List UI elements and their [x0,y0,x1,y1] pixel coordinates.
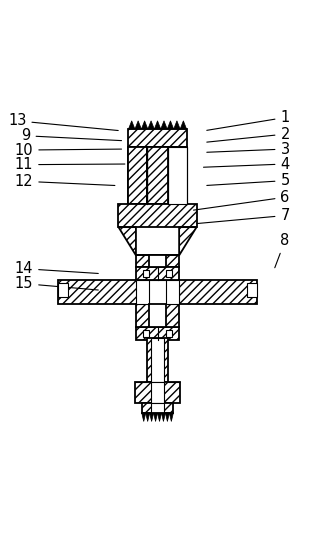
Polygon shape [119,227,136,255]
Bar [247,282,257,296]
Bar [151,382,164,403]
Bar [142,403,173,413]
Polygon shape [135,121,141,129]
Polygon shape [157,413,161,421]
Polygon shape [161,413,165,421]
Polygon shape [148,121,154,129]
Bar [151,339,164,382]
Text: 2: 2 [207,127,290,142]
Text: 7: 7 [197,208,290,224]
Polygon shape [170,413,173,421]
Polygon shape [146,413,150,421]
Bar [136,303,179,327]
Bar [135,382,180,403]
Bar [136,255,179,267]
Text: 1: 1 [207,110,290,130]
Text: 13: 13 [8,113,118,130]
Polygon shape [150,413,153,421]
Bar [149,255,166,267]
Bar [143,270,149,277]
Polygon shape [180,121,187,129]
Text: 11: 11 [15,157,125,172]
Bar [168,147,187,204]
Bar [168,147,187,204]
Bar [143,330,149,337]
Text: 12: 12 [15,174,115,189]
Text: 4: 4 [203,156,290,171]
Bar [149,303,166,327]
Polygon shape [141,121,148,129]
Bar [168,147,187,204]
Bar [147,147,168,204]
Polygon shape [142,413,146,421]
Text: 6: 6 [194,190,290,210]
Polygon shape [161,121,167,129]
Bar [58,280,257,303]
Text: 9: 9 [21,128,122,143]
Bar [166,330,173,337]
Bar [128,129,187,147]
Polygon shape [179,227,197,255]
Text: 8: 8 [275,233,290,268]
Text: 5: 5 [207,173,290,188]
Bar [136,280,179,303]
Bar [136,280,179,303]
Polygon shape [154,121,161,129]
Polygon shape [174,121,180,129]
Bar [128,147,147,204]
Polygon shape [167,121,174,129]
Bar [136,267,179,280]
Bar [58,282,68,296]
Text: 14: 14 [15,261,98,276]
Polygon shape [153,413,157,421]
Bar [136,327,179,340]
Bar [119,204,197,227]
Bar [147,339,168,382]
Polygon shape [165,413,170,421]
Polygon shape [128,121,135,129]
Bar [166,270,173,277]
Bar [151,403,164,413]
Text: 15: 15 [15,276,98,291]
Text: 10: 10 [15,143,122,158]
Bar [128,147,147,204]
Bar [147,147,168,204]
Text: 3: 3 [207,142,289,156]
